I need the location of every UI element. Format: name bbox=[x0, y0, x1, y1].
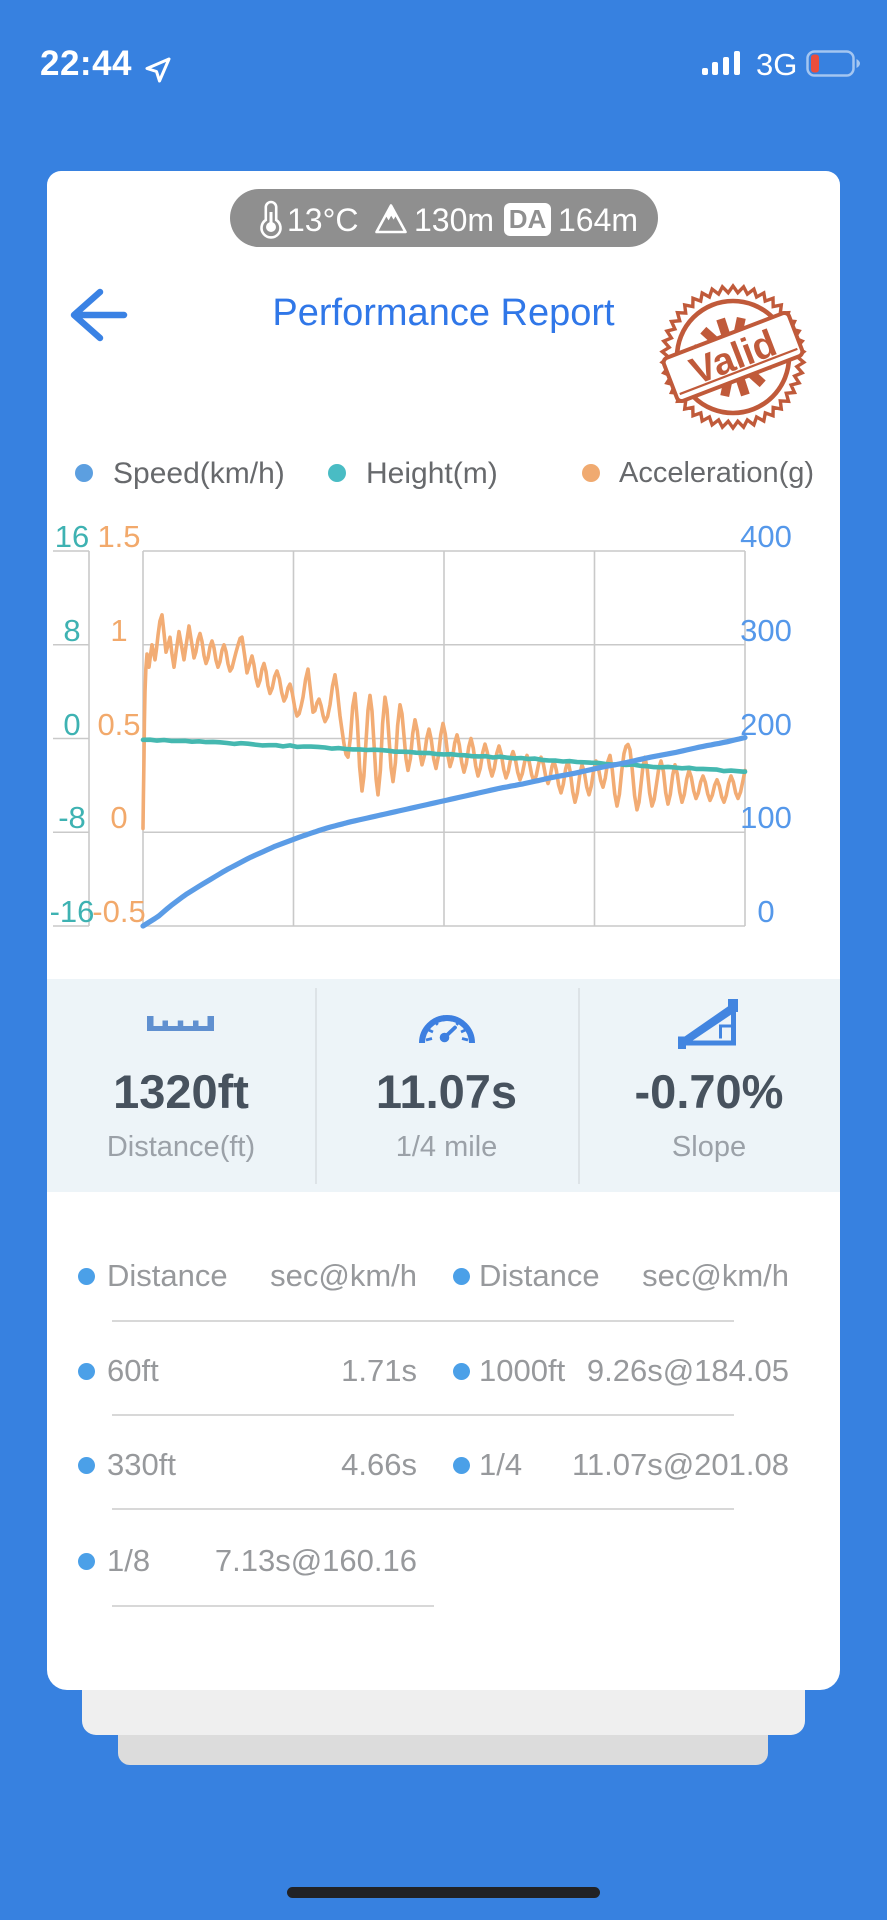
svg-text:8: 8 bbox=[63, 613, 80, 648]
svg-text:-8: -8 bbox=[58, 800, 86, 835]
svg-text:-0.5: -0.5 bbox=[92, 894, 145, 929]
svg-text:400: 400 bbox=[740, 519, 792, 554]
svg-text:100: 100 bbox=[740, 800, 792, 835]
svg-text:0: 0 bbox=[757, 894, 774, 929]
svg-text:1.5: 1.5 bbox=[97, 519, 140, 554]
svg-text:200: 200 bbox=[740, 707, 792, 742]
svg-text:300: 300 bbox=[740, 613, 792, 648]
svg-text:0.5: 0.5 bbox=[97, 707, 140, 742]
svg-text:0: 0 bbox=[110, 800, 127, 835]
svg-text:16: 16 bbox=[55, 519, 89, 554]
svg-text:1: 1 bbox=[110, 613, 127, 648]
svg-text:0: 0 bbox=[63, 707, 80, 742]
svg-text:-16: -16 bbox=[50, 894, 95, 929]
